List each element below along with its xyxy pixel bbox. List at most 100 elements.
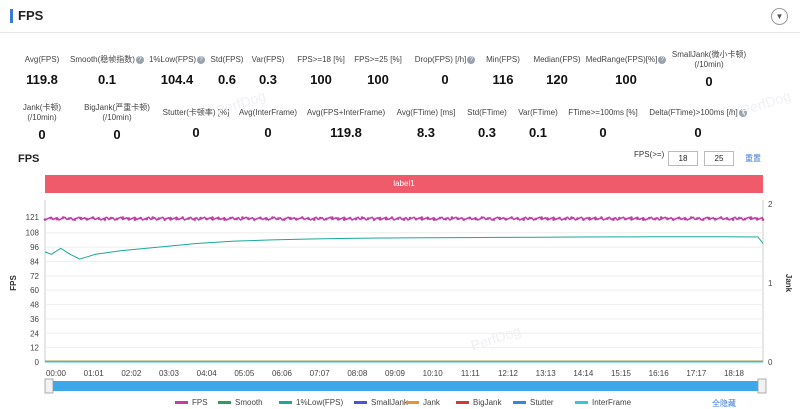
legend-item[interactable]: BigJank (456, 398, 501, 407)
legend-item[interactable]: Stutter (513, 398, 554, 407)
fps-point (612, 218, 615, 221)
legend-item[interactable]: FPS (175, 398, 208, 407)
metric-item: Min(FPS) 116 (448, 55, 558, 87)
metric-label-text: 1%Low(FPS) (148, 55, 197, 64)
metric-label: 1%Low(FPS)? (122, 55, 232, 65)
fps-threshold-input-2[interactable]: 25 (704, 151, 734, 166)
metric-value: 100 (310, 72, 332, 87)
metric-item: Avg(FTime) [ms] 8.3 (371, 108, 481, 140)
section-header: FPS ▼ (0, 0, 800, 33)
help-icon[interactable]: ? (658, 55, 667, 64)
fps-point (552, 218, 555, 221)
x-tick-label: 10:10 (423, 369, 444, 378)
fps-point (408, 216, 412, 220)
label-band[interactable]: label1 (45, 175, 763, 193)
fps-point (241, 216, 244, 219)
fps-point (594, 217, 597, 221)
fps-point (522, 218, 525, 221)
legend-item[interactable]: 1%Low(FPS) (279, 398, 343, 407)
y-tick-label: 84 (30, 257, 39, 266)
fps-point (456, 217, 460, 220)
series-line-1-low-fps- (44, 236, 764, 260)
chevron-down-icon[interactable]: ▼ (771, 8, 788, 25)
fps-point (546, 217, 549, 220)
fps-point (420, 216, 424, 219)
metric-item: Std(FTime) 0.3 (432, 108, 542, 140)
fps-point (761, 218, 765, 221)
help-icon[interactable]: ? (738, 108, 747, 117)
fps-point (378, 216, 382, 220)
legend-item[interactable]: Smooth (218, 398, 263, 407)
fps-threshold-input-1[interactable]: 18 (668, 151, 698, 166)
metric-label: Smooth(稳帧指数)? (52, 55, 162, 65)
fps-point (498, 216, 502, 220)
hide-all-button[interactable]: 全隐藏 (712, 399, 736, 408)
fps-point (719, 216, 723, 219)
fps-point (540, 216, 543, 219)
metric-item: Var(FTime) 0.1 (483, 108, 593, 140)
legend-swatch (218, 401, 231, 405)
fps-point (534, 217, 537, 221)
legend-label: InterFrame (592, 398, 632, 407)
legend-item[interactable]: InterFrame (575, 398, 631, 407)
fps-point (211, 216, 214, 219)
help-icon[interactable]: ? (197, 55, 206, 64)
fps-point (516, 217, 519, 220)
metric-label: FPS>=18 [%] (266, 55, 376, 65)
reset-button[interactable]: 重置 (745, 154, 761, 163)
legend-swatch (354, 401, 367, 405)
fps-point (384, 217, 388, 221)
fps-point (217, 217, 220, 220)
fps-point (187, 217, 190, 220)
fps-point (672, 218, 675, 221)
fps-point (576, 217, 579, 220)
metric-item: Var(FPS) 0.3 (213, 55, 323, 87)
fps-point (396, 217, 400, 220)
legend-item[interactable]: SmallJank (354, 398, 408, 407)
x-tick-label: 01:01 (84, 369, 105, 378)
y-tick-label: 72 (30, 272, 39, 281)
x-tick-label: 00:00 (46, 369, 67, 378)
fps-point (713, 217, 717, 221)
fps-point (55, 217, 59, 221)
metric-value: 0 (264, 125, 272, 140)
metric-label: FTime>=100ms [%] (548, 108, 658, 118)
metric-label: Stutter(卡顿率) [%] (141, 108, 251, 118)
zoom-slider-handle-right[interactable] (757, 378, 767, 394)
metric-value: 0 (705, 74, 713, 89)
help-icon[interactable]: ? (135, 55, 144, 64)
metric-value: 120 (546, 72, 568, 87)
metric-label-text: Std(FPS) (210, 55, 244, 64)
fps-point (474, 217, 478, 221)
x-tick-label: 15:15 (611, 369, 632, 378)
zoom-slider-handle-left[interactable] (44, 378, 54, 394)
x-tick-label: 16:16 (649, 369, 670, 378)
fps-point (582, 218, 585, 221)
fps-point (701, 218, 705, 221)
y-tick-label: 48 (30, 301, 39, 310)
chart-title: FPS (18, 153, 40, 165)
metric-value: 104.4 (160, 72, 194, 87)
fps-point (528, 216, 531, 220)
fps-point (558, 216, 561, 220)
fps-point (307, 217, 310, 220)
fps-point (600, 216, 603, 219)
metric-label: Std(FTime) (432, 108, 542, 118)
fps-point (259, 216, 262, 220)
metric-label: Avg(InterFrame) (213, 108, 323, 118)
metric-label-text: Jank(卡顿) (22, 103, 62, 112)
fps-point (271, 216, 274, 219)
fps-point (743, 217, 747, 221)
fps-point (480, 216, 484, 219)
fps-point (235, 217, 238, 221)
metric-label-unit: (/10min) (27, 113, 57, 122)
metric-label-unit: (/10min) (694, 60, 724, 69)
metric-label-text: SmallJank(微小卡顿) (671, 50, 747, 59)
legend-item[interactable]: Jank (406, 398, 440, 407)
metric-label: Jank(卡顿) (0, 103, 97, 113)
zoom-slider-track[interactable] (45, 381, 766, 391)
metric-label: SmallJank(微小卡顿) (654, 50, 764, 60)
help-icon[interactable]: ? (467, 55, 476, 64)
fps-point (354, 217, 358, 221)
